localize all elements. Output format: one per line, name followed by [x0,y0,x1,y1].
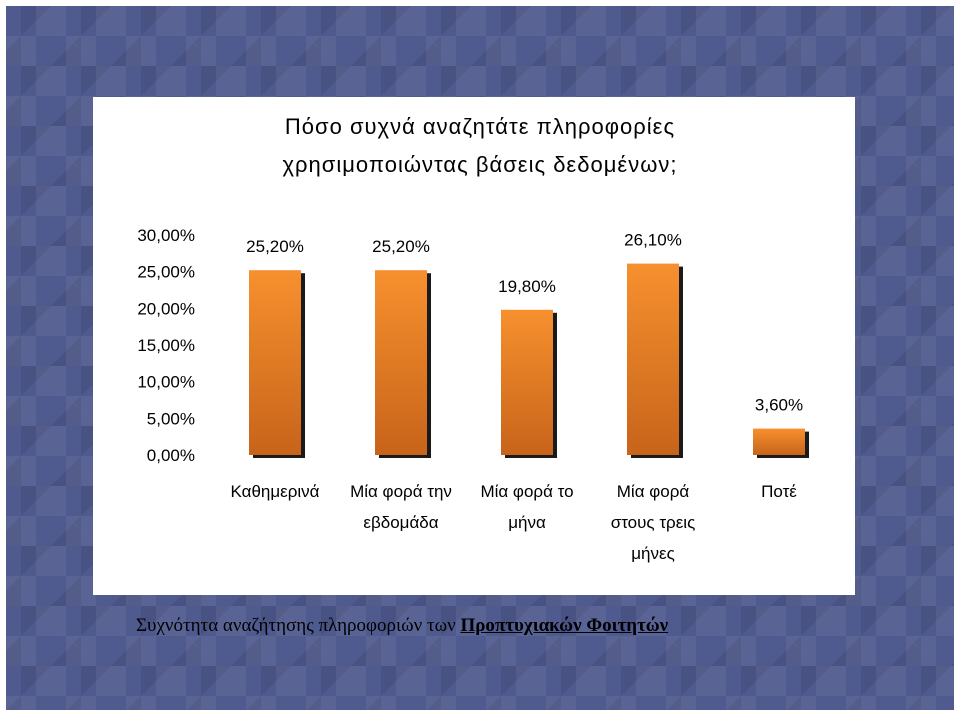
y-tick-label: 25,00% [137,263,195,282]
x-category-label: Καθημερινά [230,482,319,501]
slide-caption: Συχνότητα αναζήτησης πληροφοριών των Προ… [136,615,668,637]
caption-emphasis: Προπτυχιακών Φοιτητών [460,615,669,636]
y-tick-label: 10,00% [137,373,195,392]
x-category-label: στους τρεις [611,513,696,532]
bar [627,263,679,455]
bar [501,309,553,455]
data-label: 26,10% [624,231,682,250]
chart-panel [93,97,855,595]
data-label: 19,80% [498,277,556,296]
data-label: 25,20% [372,237,430,256]
x-category-label: μήνα [508,513,546,532]
data-label: 25,20% [246,237,304,256]
chart-title-line-1: Πόσο συχνά αναζητάτε πληροφορίες [284,114,676,139]
caption-text: Συχνότητα αναζήτησης πληροφοριών των [136,615,461,636]
x-category-label: εβδομάδα [363,513,438,532]
y-tick-label: 5,00% [147,409,195,428]
y-tick-label: 20,00% [137,299,195,318]
x-category-label: Μία φορά [617,482,690,501]
x-category-label: μήνες [631,544,675,563]
bar [249,270,301,455]
x-category-label: Ποτέ [761,482,797,501]
y-tick-label: 30,00% [137,226,195,245]
bar [375,270,427,455]
x-category-label: Μία φορά το [480,482,573,501]
chart-title-line-2: χρησιμοποιώντας βάσεις δεδομένων; [282,152,678,177]
y-tick-label: 15,00% [137,336,195,355]
x-category-label: Μία φορά την [350,482,452,501]
y-tick-label: 0,00% [147,446,195,465]
bar [753,428,805,455]
data-label: 3,60% [755,396,803,415]
